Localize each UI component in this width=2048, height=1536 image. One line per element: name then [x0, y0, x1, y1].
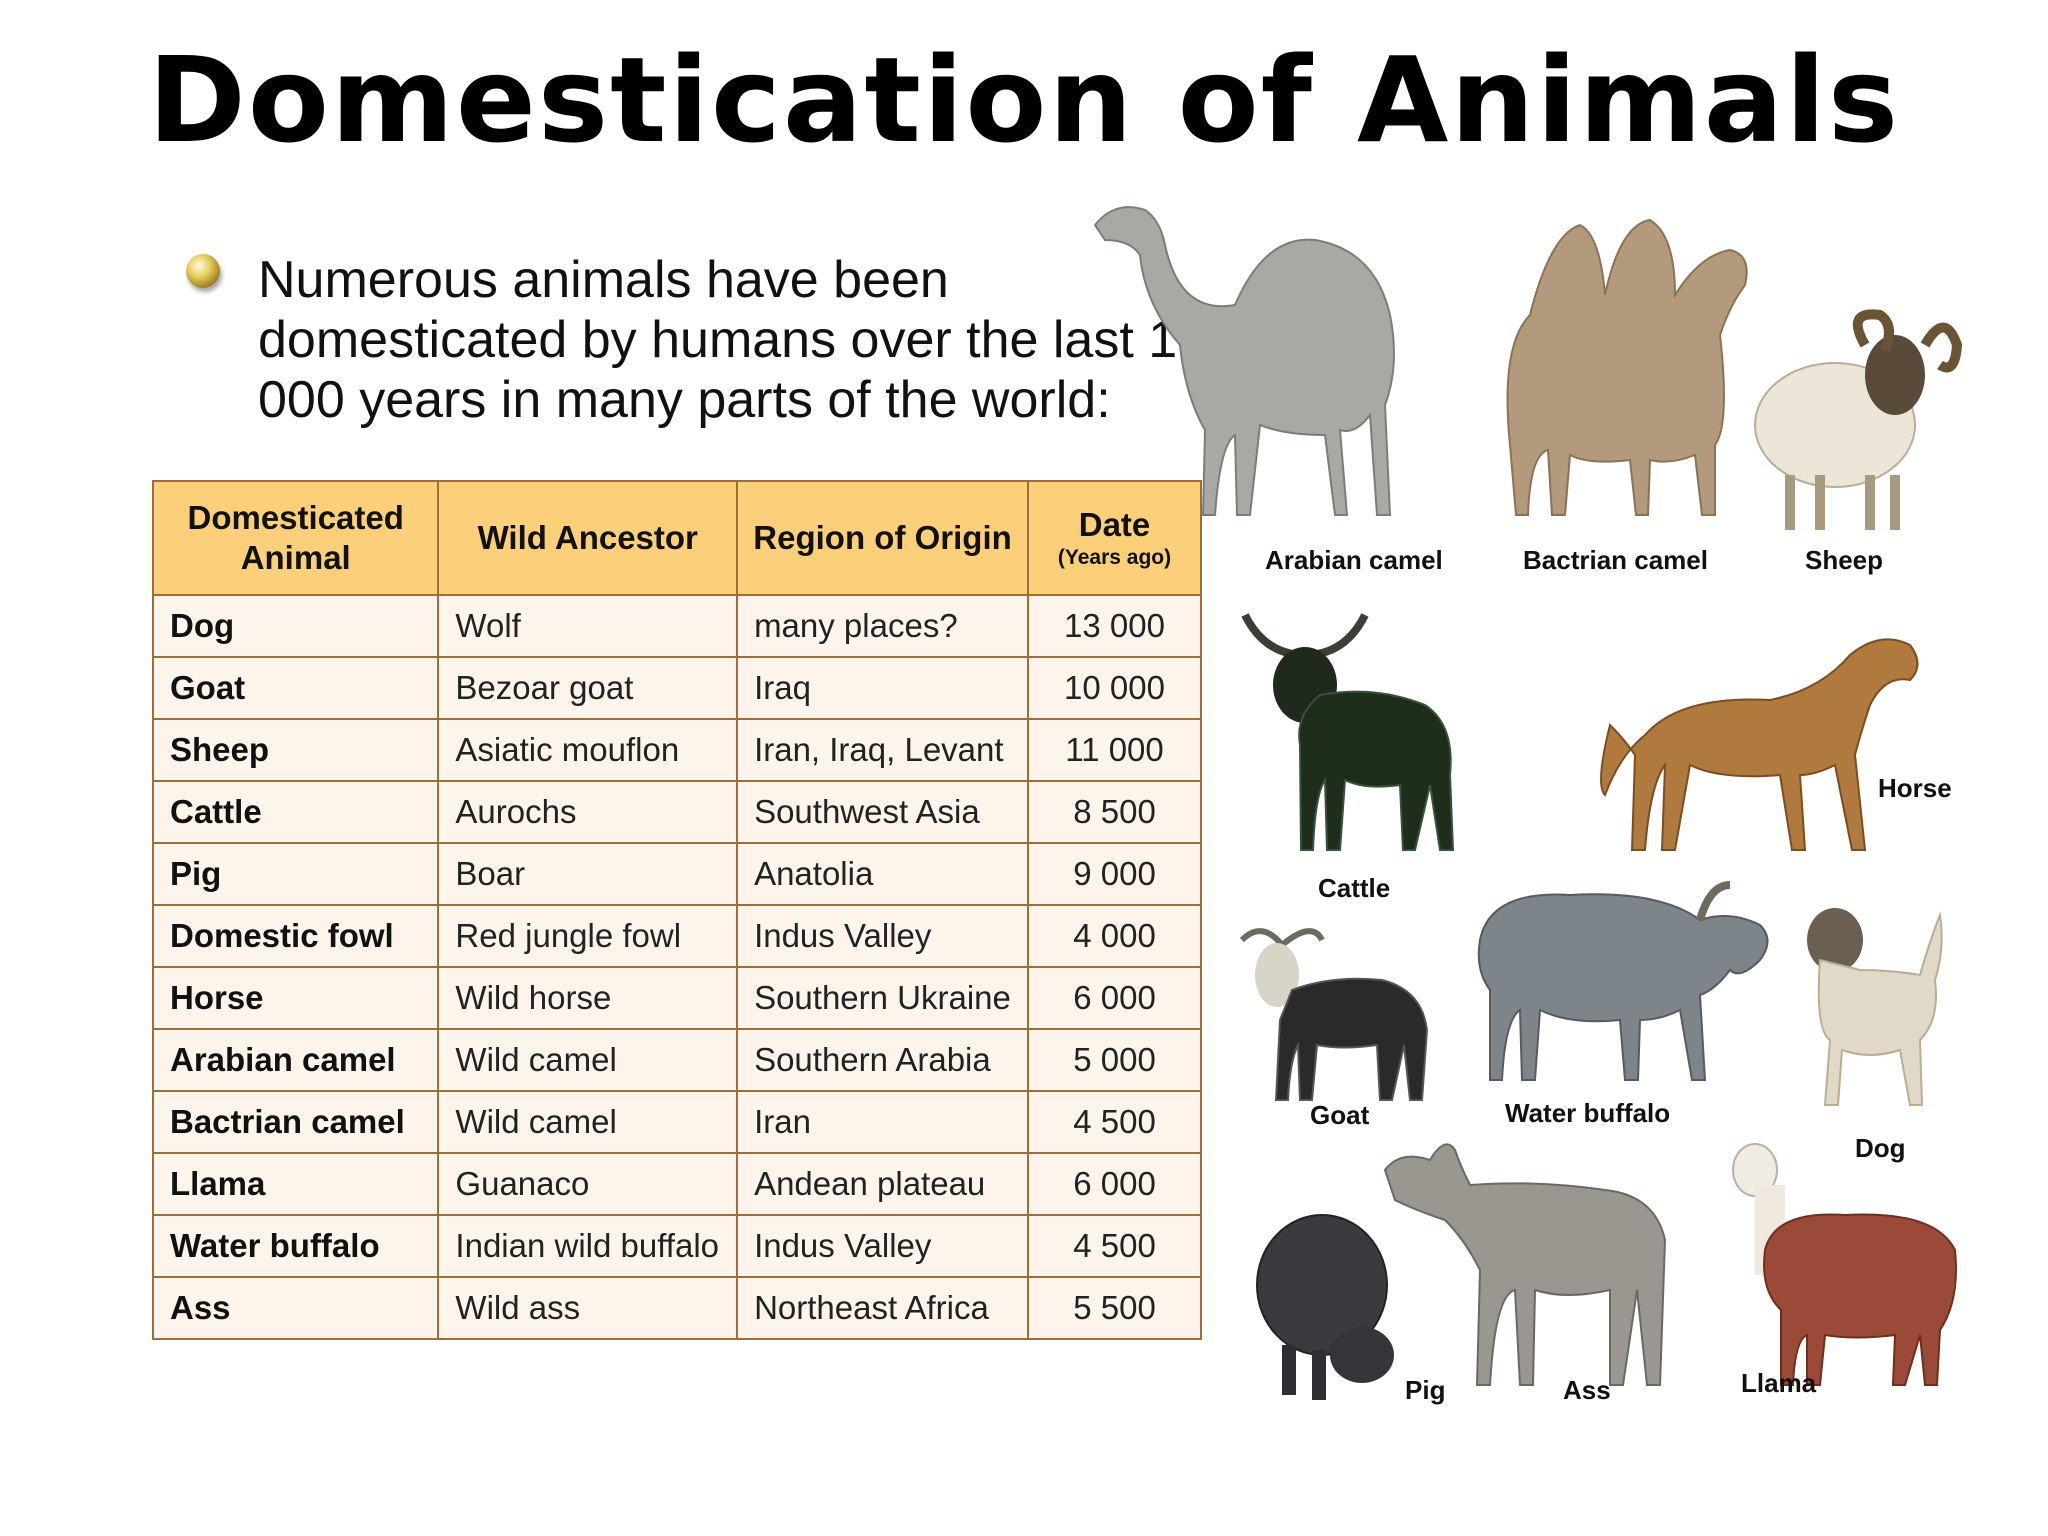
table-row: Pig Boar Anatolia 9 000 — [151, 842, 1202, 906]
header-region: Region of Origin — [736, 480, 1030, 596]
cell-animal: Pig — [151, 842, 440, 906]
cell-ancestor: Wild camel — [437, 1090, 739, 1154]
cell-animal: Dog — [151, 594, 440, 658]
cell-region: Iran — [736, 1090, 1030, 1154]
cell-ancestor: Guanaco — [437, 1152, 739, 1216]
table-row: Bactrian camel Wild camel Iran 4 500 — [151, 1090, 1202, 1154]
cell-animal: Cattle — [151, 780, 440, 844]
caption-dog: Dog — [1855, 1133, 1906, 1163]
cell-animal: Ass — [151, 1276, 440, 1340]
caption-goat: Goat — [1310, 1100, 1370, 1130]
cell-ancestor: Aurochs — [437, 780, 739, 844]
table-row: Horse Wild horse Southern Ukraine 6 000 — [151, 966, 1202, 1030]
caption-sheep: Sheep — [1805, 545, 1884, 575]
cell-ancestor: Red jungle fowl — [437, 904, 739, 968]
cell-region: Indus Valley — [736, 1214, 1030, 1278]
llama-image — [1715, 1130, 1965, 1390]
table-row: Goat Bezoar goat Iraq 10 000 — [151, 656, 1202, 720]
arabian-camel-image — [1085, 195, 1445, 535]
cell-date: 5 000 — [1027, 1028, 1202, 1092]
header-animal-line2: Animal — [240, 539, 351, 576]
caption-cattle: Cattle — [1318, 873, 1391, 903]
cell-region: Indus Valley — [736, 904, 1030, 968]
cell-region: Iraq — [736, 656, 1030, 720]
table-row: Ass Wild ass Northeast Africa 5 500 — [151, 1276, 1202, 1340]
intro-text: Numerous animals have been domesticated … — [258, 251, 1207, 429]
caption-ass: Ass — [1563, 1375, 1611, 1405]
horse-image — [1590, 615, 1930, 855]
caption-llama: Llama — [1741, 1368, 1817, 1398]
water-buffalo-image — [1460, 880, 1780, 1090]
dog-image — [1780, 900, 1960, 1110]
cell-date: 10 000 — [1027, 656, 1202, 720]
page-title: Domestication of Animals — [147, 31, 1901, 169]
cell-date: 9 000 — [1027, 842, 1202, 906]
bullet-icon — [186, 254, 220, 288]
domestication-table: Domesticated Animal Wild Ancestor Region… — [151, 480, 1202, 1340]
cell-ancestor: Asiatic mouflon — [437, 718, 739, 782]
cell-animal: Horse — [151, 966, 440, 1030]
header-animal-line1: Domesticated — [187, 499, 404, 536]
sheep-image — [1745, 305, 1965, 535]
cell-region: Iran, Iraq, Levant — [736, 718, 1030, 782]
cell-region: Andean plateau — [736, 1152, 1030, 1216]
cell-region: Southern Ukraine — [736, 966, 1030, 1030]
cell-ancestor: Wild camel — [437, 1028, 739, 1092]
table-row: Domestic fowl Red jungle fowl Indus Valley… — [151, 904, 1202, 968]
table-row: Water buffalo Indian wild buffalo Indus Va… — [151, 1214, 1202, 1278]
table-row: Llama Guanaco Andean plateau 6 000 — [151, 1152, 1202, 1216]
caption-pig: Pig — [1405, 1375, 1446, 1405]
cell-region: Anatolia — [736, 842, 1030, 906]
cattle-image — [1225, 595, 1475, 865]
table-row: Arabian camel Wild camel Southern Arabia 5 … — [151, 1028, 1202, 1092]
caption-water-buffalo: Water buffalo — [1505, 1098, 1671, 1128]
cell-region: Northeast Africa — [736, 1276, 1030, 1340]
cell-date: 6 000 — [1027, 966, 1202, 1030]
cell-animal: Water buffalo — [151, 1214, 440, 1278]
cell-ancestor: Wild ass — [437, 1276, 739, 1340]
cell-ancestor: Wolf — [437, 594, 739, 658]
cell-animal: Llama — [151, 1152, 440, 1216]
table-row: Dog Wolf many places? 13 000 — [151, 594, 1202, 658]
cell-region: Southern Arabia — [736, 1028, 1030, 1092]
header-date-sub: (Years ago) — [1057, 546, 1172, 569]
header-ancestor: Wild Ancestor — [437, 480, 739, 596]
caption-arabian-camel: Arabian camel — [1265, 545, 1443, 575]
cell-ancestor: Indian wild buffalo — [437, 1214, 739, 1278]
cell-region: Southwest Asia — [736, 780, 1030, 844]
caption-bactrian-camel: Bactrian camel — [1523, 545, 1708, 575]
cell-date: 6 000 — [1027, 1152, 1202, 1216]
table-row: Sheep Asiatic mouflon Iran, Iraq, Levant 11… — [151, 718, 1202, 782]
cell-animal: Domestic fowl — [151, 904, 440, 968]
ass-image — [1375, 1130, 1695, 1390]
goat-image — [1222, 920, 1442, 1105]
cell-ancestor: Wild horse — [437, 966, 739, 1030]
cell-date: 11 000 — [1027, 718, 1202, 782]
cell-date: 13 000 — [1027, 594, 1202, 658]
cell-ancestor: Boar — [437, 842, 739, 906]
table-row: Cattle Aurochs Southwest Asia 8 500 — [151, 780, 1202, 844]
cell-animal: Goat — [151, 656, 440, 720]
cell-date: 4 000 — [1027, 904, 1202, 968]
cell-animal: Arabian camel — [151, 1028, 440, 1092]
header-animal: Domesticated Animal — [151, 480, 440, 596]
cell-date: 4 500 — [1027, 1090, 1202, 1154]
bactrian-camel-image — [1490, 195, 1760, 525]
table-header-row: Domesticated Animal Wild Ancestor Region… — [151, 480, 1202, 596]
cell-region: many places? — [736, 594, 1030, 658]
cell-ancestor: Bezoar goat — [437, 656, 739, 720]
cell-animal: Bactrian camel — [151, 1090, 440, 1154]
header-date: Date (Years ago) — [1027, 480, 1202, 596]
cell-date: 8 500 — [1027, 780, 1202, 844]
caption-horse: Horse — [1878, 773, 1952, 803]
header-date-label: Date — [1078, 506, 1151, 543]
cell-date: 4 500 — [1027, 1214, 1202, 1278]
cell-animal: Sheep — [151, 718, 440, 782]
pig-image — [1252, 1205, 1422, 1405]
cell-date: 5 500 — [1027, 1276, 1202, 1340]
